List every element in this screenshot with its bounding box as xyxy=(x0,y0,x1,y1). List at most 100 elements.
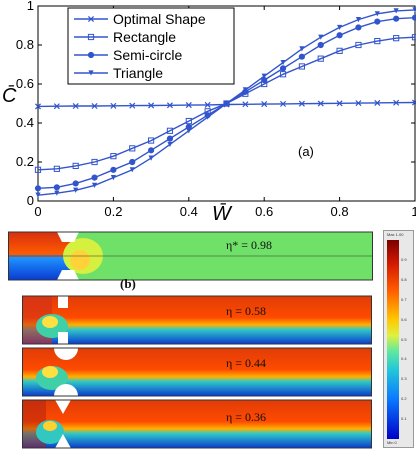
data-point xyxy=(166,127,174,134)
data-point xyxy=(148,155,154,161)
channel-rectangle xyxy=(22,294,372,346)
legend-box xyxy=(67,7,235,85)
data-point xyxy=(261,73,267,79)
obstacle-bottom xyxy=(54,384,78,396)
data-point xyxy=(72,180,79,187)
data-point xyxy=(72,103,79,110)
data-point xyxy=(317,41,324,49)
data-point xyxy=(148,147,155,154)
legend-label: Triangle xyxy=(113,65,163,81)
data-point xyxy=(336,47,343,54)
data-point xyxy=(148,102,155,109)
data-point xyxy=(242,87,248,93)
data-point xyxy=(166,135,174,142)
eta-label-optimal: η* = 0.98 xyxy=(226,238,273,252)
legend: Optimal Shape Rectangle Semi-circle Triangl… xyxy=(67,7,235,85)
data-point xyxy=(110,175,116,181)
colorbar-tick-label: 0.5 xyxy=(401,336,407,342)
data-point xyxy=(393,35,400,42)
data-point xyxy=(129,158,136,166)
data-point xyxy=(374,99,381,106)
data-point xyxy=(91,158,98,166)
y-tick-label: 0.8 xyxy=(16,37,34,52)
data-point xyxy=(298,53,305,60)
data-point xyxy=(279,65,287,72)
channel-body xyxy=(22,296,372,344)
eta-label-rectangle: η = 0.58 xyxy=(226,304,267,318)
data-point xyxy=(299,46,305,52)
legend-item: Triangle xyxy=(74,65,163,81)
colorbar-tick-label: 0.4 xyxy=(401,356,407,362)
data-point xyxy=(53,184,60,191)
channel-semicircle xyxy=(22,347,372,397)
data-point xyxy=(298,63,305,70)
y-tick-label: 1 xyxy=(27,0,34,13)
data-point xyxy=(336,32,343,39)
channel-border xyxy=(22,399,372,449)
eta-label-triangle: η = 0.36 xyxy=(226,410,267,424)
data-point xyxy=(317,55,324,62)
mixing-core xyxy=(70,250,90,270)
legend-label: Optimal Shape xyxy=(113,11,206,27)
data-point xyxy=(337,24,343,31)
data-point xyxy=(242,101,249,108)
colorbar-tick-label: 0.6 xyxy=(401,316,407,322)
x-axis: 0 0.2 0.4 0.6 0.8 1 xyxy=(34,6,416,219)
x-tick-label: 0 xyxy=(34,204,41,219)
data-point xyxy=(73,187,79,193)
data-point xyxy=(393,99,400,106)
data-point xyxy=(205,114,211,120)
x-axis-label: W̄ xyxy=(212,202,233,222)
data-point xyxy=(186,128,192,134)
obstacle-bottom xyxy=(56,270,80,282)
colorbar-tick-label: 0.8 xyxy=(401,276,407,282)
data-point xyxy=(35,192,41,198)
data-point xyxy=(91,174,98,181)
channel-border xyxy=(22,295,372,345)
legend-label: Rectangle xyxy=(113,29,176,45)
mixing-core xyxy=(42,366,58,378)
channel-triangle xyxy=(22,398,372,450)
data-point xyxy=(412,7,416,13)
data-point xyxy=(298,100,305,107)
data-point xyxy=(355,17,362,23)
obstacle-top xyxy=(58,294,68,308)
colorbar-gradient xyxy=(387,240,399,439)
data-point xyxy=(317,100,324,107)
data-point xyxy=(148,137,155,144)
obstacle-top xyxy=(54,348,78,360)
data-point xyxy=(355,41,362,49)
x-tick-label: 0.2 xyxy=(104,204,122,219)
channel-border xyxy=(22,347,372,397)
data-point xyxy=(91,182,98,188)
data-point xyxy=(336,100,343,107)
colorbar-tick-label: 0.7 xyxy=(401,296,407,302)
data-point xyxy=(129,102,136,109)
data-point xyxy=(374,11,380,17)
data-point xyxy=(261,101,268,108)
data-point xyxy=(223,100,230,107)
channel-optimal xyxy=(8,230,373,282)
data-point xyxy=(110,153,117,160)
data-point xyxy=(34,103,42,110)
colorbar-tick-label: 0.1 xyxy=(401,416,407,422)
panel-label-a: (a) xyxy=(298,144,314,159)
y-axis-label: C̄ xyxy=(2,84,17,107)
data-point xyxy=(167,141,173,148)
data-point xyxy=(355,24,362,31)
channel-body xyxy=(22,400,372,448)
data-point xyxy=(374,38,381,45)
data-point xyxy=(34,185,42,192)
obstacle-top xyxy=(54,398,72,414)
contour-panel: η* = 0.98 (b) η = 0.58 η = 0.44 xyxy=(0,226,416,451)
series-layer xyxy=(34,7,416,198)
colorbar-tick-label: 0.3 xyxy=(401,376,407,382)
data-point xyxy=(411,34,416,41)
data-point xyxy=(280,100,287,107)
data-point xyxy=(185,102,192,109)
data-point xyxy=(53,165,60,172)
data-point xyxy=(129,145,136,152)
channel-border xyxy=(8,231,373,281)
colorbar-tick-label: 0.2 xyxy=(401,396,407,402)
colorbar-tick-label: 0.9 xyxy=(401,256,407,262)
